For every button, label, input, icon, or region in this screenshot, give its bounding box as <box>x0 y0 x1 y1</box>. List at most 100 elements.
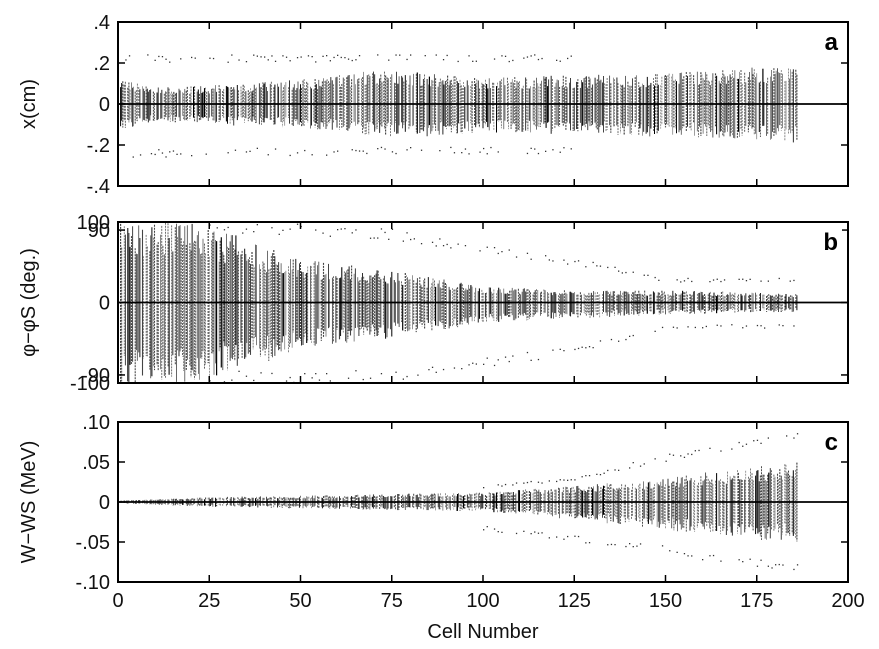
outlier-point <box>541 57 543 60</box>
outlier-point <box>563 259 565 261</box>
outlier-point <box>552 260 554 262</box>
outlier-point <box>574 348 576 351</box>
outlier-point <box>687 555 689 557</box>
outlier-point <box>271 55 273 57</box>
outlier-point <box>373 237 375 239</box>
outlier-point <box>687 453 689 455</box>
outlier-point <box>420 149 423 151</box>
outlier-point <box>632 546 634 548</box>
outlier-point <box>756 324 759 327</box>
outlier-point <box>504 356 507 358</box>
outlier-point <box>227 61 229 63</box>
data-marks-layer <box>120 54 799 571</box>
outlier-point <box>194 57 196 59</box>
outlier-point <box>158 149 160 151</box>
outlier-point <box>501 55 503 57</box>
outlier-point <box>296 223 299 225</box>
outlier-point <box>285 380 288 382</box>
outlier-point <box>355 370 357 372</box>
outlier-point <box>377 148 379 150</box>
outlier-point <box>570 148 572 150</box>
outlier-point <box>632 334 634 337</box>
outlier-point <box>271 372 273 375</box>
outlier-point <box>172 150 175 152</box>
y-tick-label: -.05 <box>76 532 110 554</box>
outlier-point <box>796 433 799 435</box>
outlier-point <box>417 374 419 376</box>
outlier-point <box>705 325 707 328</box>
outlier-point <box>683 280 686 282</box>
outlier-point <box>165 156 167 158</box>
outlier-point <box>574 260 576 263</box>
outlier-point <box>475 60 477 62</box>
outlier-point <box>307 55 310 57</box>
outlier-point <box>161 56 164 58</box>
outlier-point <box>439 238 441 240</box>
outlier-point <box>618 270 620 272</box>
outlier-point <box>318 379 321 381</box>
outlier-point <box>402 378 404 380</box>
outlier-point <box>391 228 394 230</box>
outlier-point <box>683 456 686 458</box>
y-axis-title-b: φ−φS (deg.) <box>18 248 40 357</box>
outlier-point <box>267 59 269 61</box>
outlier-point <box>333 56 335 59</box>
outlier-point <box>483 147 485 150</box>
outlier-point <box>493 247 496 249</box>
x-tick-label: 100 <box>466 590 499 612</box>
outlier-point <box>526 56 529 58</box>
outlier-point <box>567 263 569 265</box>
outlier-point <box>362 378 364 381</box>
outlier-point <box>304 373 306 375</box>
panel-label-c: c <box>825 429 838 456</box>
outlier-point <box>796 564 799 566</box>
outlier-point <box>778 277 780 280</box>
y-tick-label: 0 <box>99 293 110 315</box>
outlier-point <box>541 532 543 534</box>
outlier-point <box>694 450 696 452</box>
outlier-point <box>486 246 488 248</box>
outlier-point <box>125 59 127 61</box>
outlier-point <box>738 441 740 444</box>
outlier-point <box>223 229 226 231</box>
outlier-point <box>431 366 434 368</box>
outlier-point <box>253 231 255 233</box>
outlier-point <box>446 54 448 57</box>
outlier-point <box>632 462 634 464</box>
outlier-point <box>420 243 423 245</box>
outlier-point <box>676 551 678 553</box>
outlier-point <box>753 440 755 442</box>
outlier-point <box>749 558 751 560</box>
outlier-point <box>355 59 357 61</box>
outlier-point <box>453 367 456 369</box>
outlier-point <box>672 454 675 456</box>
outlier-point <box>344 57 346 59</box>
outlier-point <box>497 531 499 533</box>
outlier-point <box>621 272 623 274</box>
y-tick-label: -.2 <box>87 135 110 157</box>
outlier-point <box>556 536 558 538</box>
outlier-point <box>410 54 412 56</box>
outlier-point <box>636 545 638 547</box>
outlier-point <box>326 154 328 156</box>
outlier-point <box>676 279 678 281</box>
outlier-point <box>559 60 561 62</box>
outlier-point <box>216 227 218 229</box>
outlier-point <box>789 280 791 282</box>
outlier-point <box>603 472 605 474</box>
outlier-point <box>607 266 609 269</box>
outlier-point <box>435 371 437 373</box>
outlier-point <box>782 325 784 327</box>
outlier-point <box>384 148 386 150</box>
outlier-point <box>574 535 576 537</box>
outlier-point <box>512 484 514 486</box>
outlier-point <box>169 61 171 63</box>
outlier-point <box>238 59 240 61</box>
outlier-point <box>665 460 667 462</box>
y-tick-label: .4 <box>93 12 110 34</box>
outlier-point <box>191 56 193 59</box>
outlier-point <box>497 484 499 486</box>
outlier-point <box>180 58 182 60</box>
outlier-point <box>585 542 587 544</box>
outlier-point <box>399 54 401 56</box>
